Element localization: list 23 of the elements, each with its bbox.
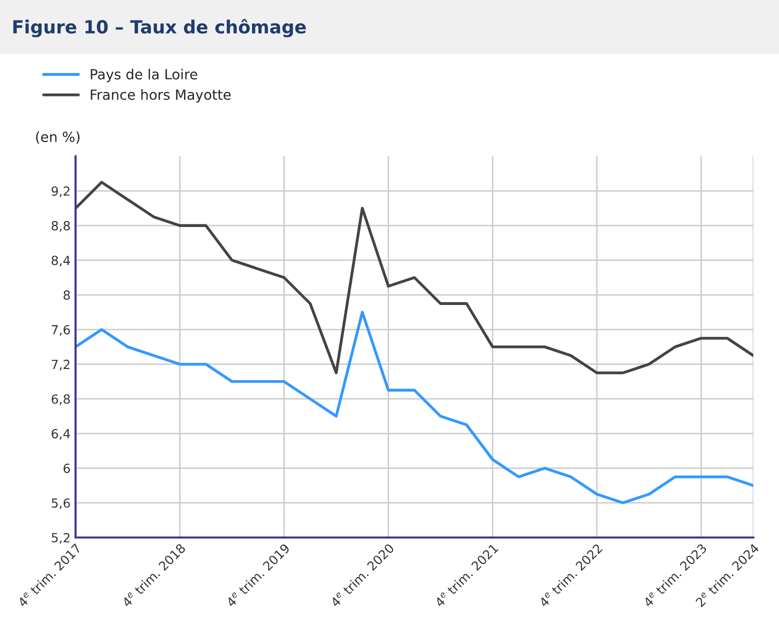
legend-label: Pays de la Loire: [90, 68, 198, 82]
y-tick-label: 7,2: [52, 360, 70, 370]
x-tick-label: 4$^{e}$ trim. 2018: [121, 542, 186, 608]
y-tick-label: 8,4: [52, 256, 70, 266]
x-tick-label: 4$^{e}$ trim. 2020: [330, 542, 395, 608]
y-tick-label: 9,2: [52, 186, 70, 198]
line-series: [76, 310, 754, 504]
x-tick-label: 4$^{e}$ trim. 2022: [538, 543, 603, 608]
y-tick-label: 6,4: [52, 428, 70, 440]
chart-title: Figure 10 – Taux de chômage: [13, 18, 306, 38]
y-tick-label: 7,6: [52, 325, 70, 336]
y-tick-label: 5,6: [52, 498, 70, 510]
y-tick-label: 5,2: [52, 532, 70, 544]
y-tick-label: 6,8: [52, 394, 70, 406]
y-axis-title: (en %): [36, 131, 80, 144]
x-tick-label: 4$^{e}$ trim. 2019: [225, 542, 290, 608]
y-tick-label: 8: [64, 290, 70, 300]
x-tick-label: 4$^{e}$ trim. 2017: [16, 542, 82, 608]
y-tick-label: 6: [64, 464, 70, 474]
legend-label: France hors Mayotte: [90, 89, 231, 103]
x-tick-label: 4$^{e}$ trim. 2021: [434, 543, 499, 608]
y-tick-label: 8,8: [52, 221, 70, 232]
line-series: [76, 180, 754, 374]
